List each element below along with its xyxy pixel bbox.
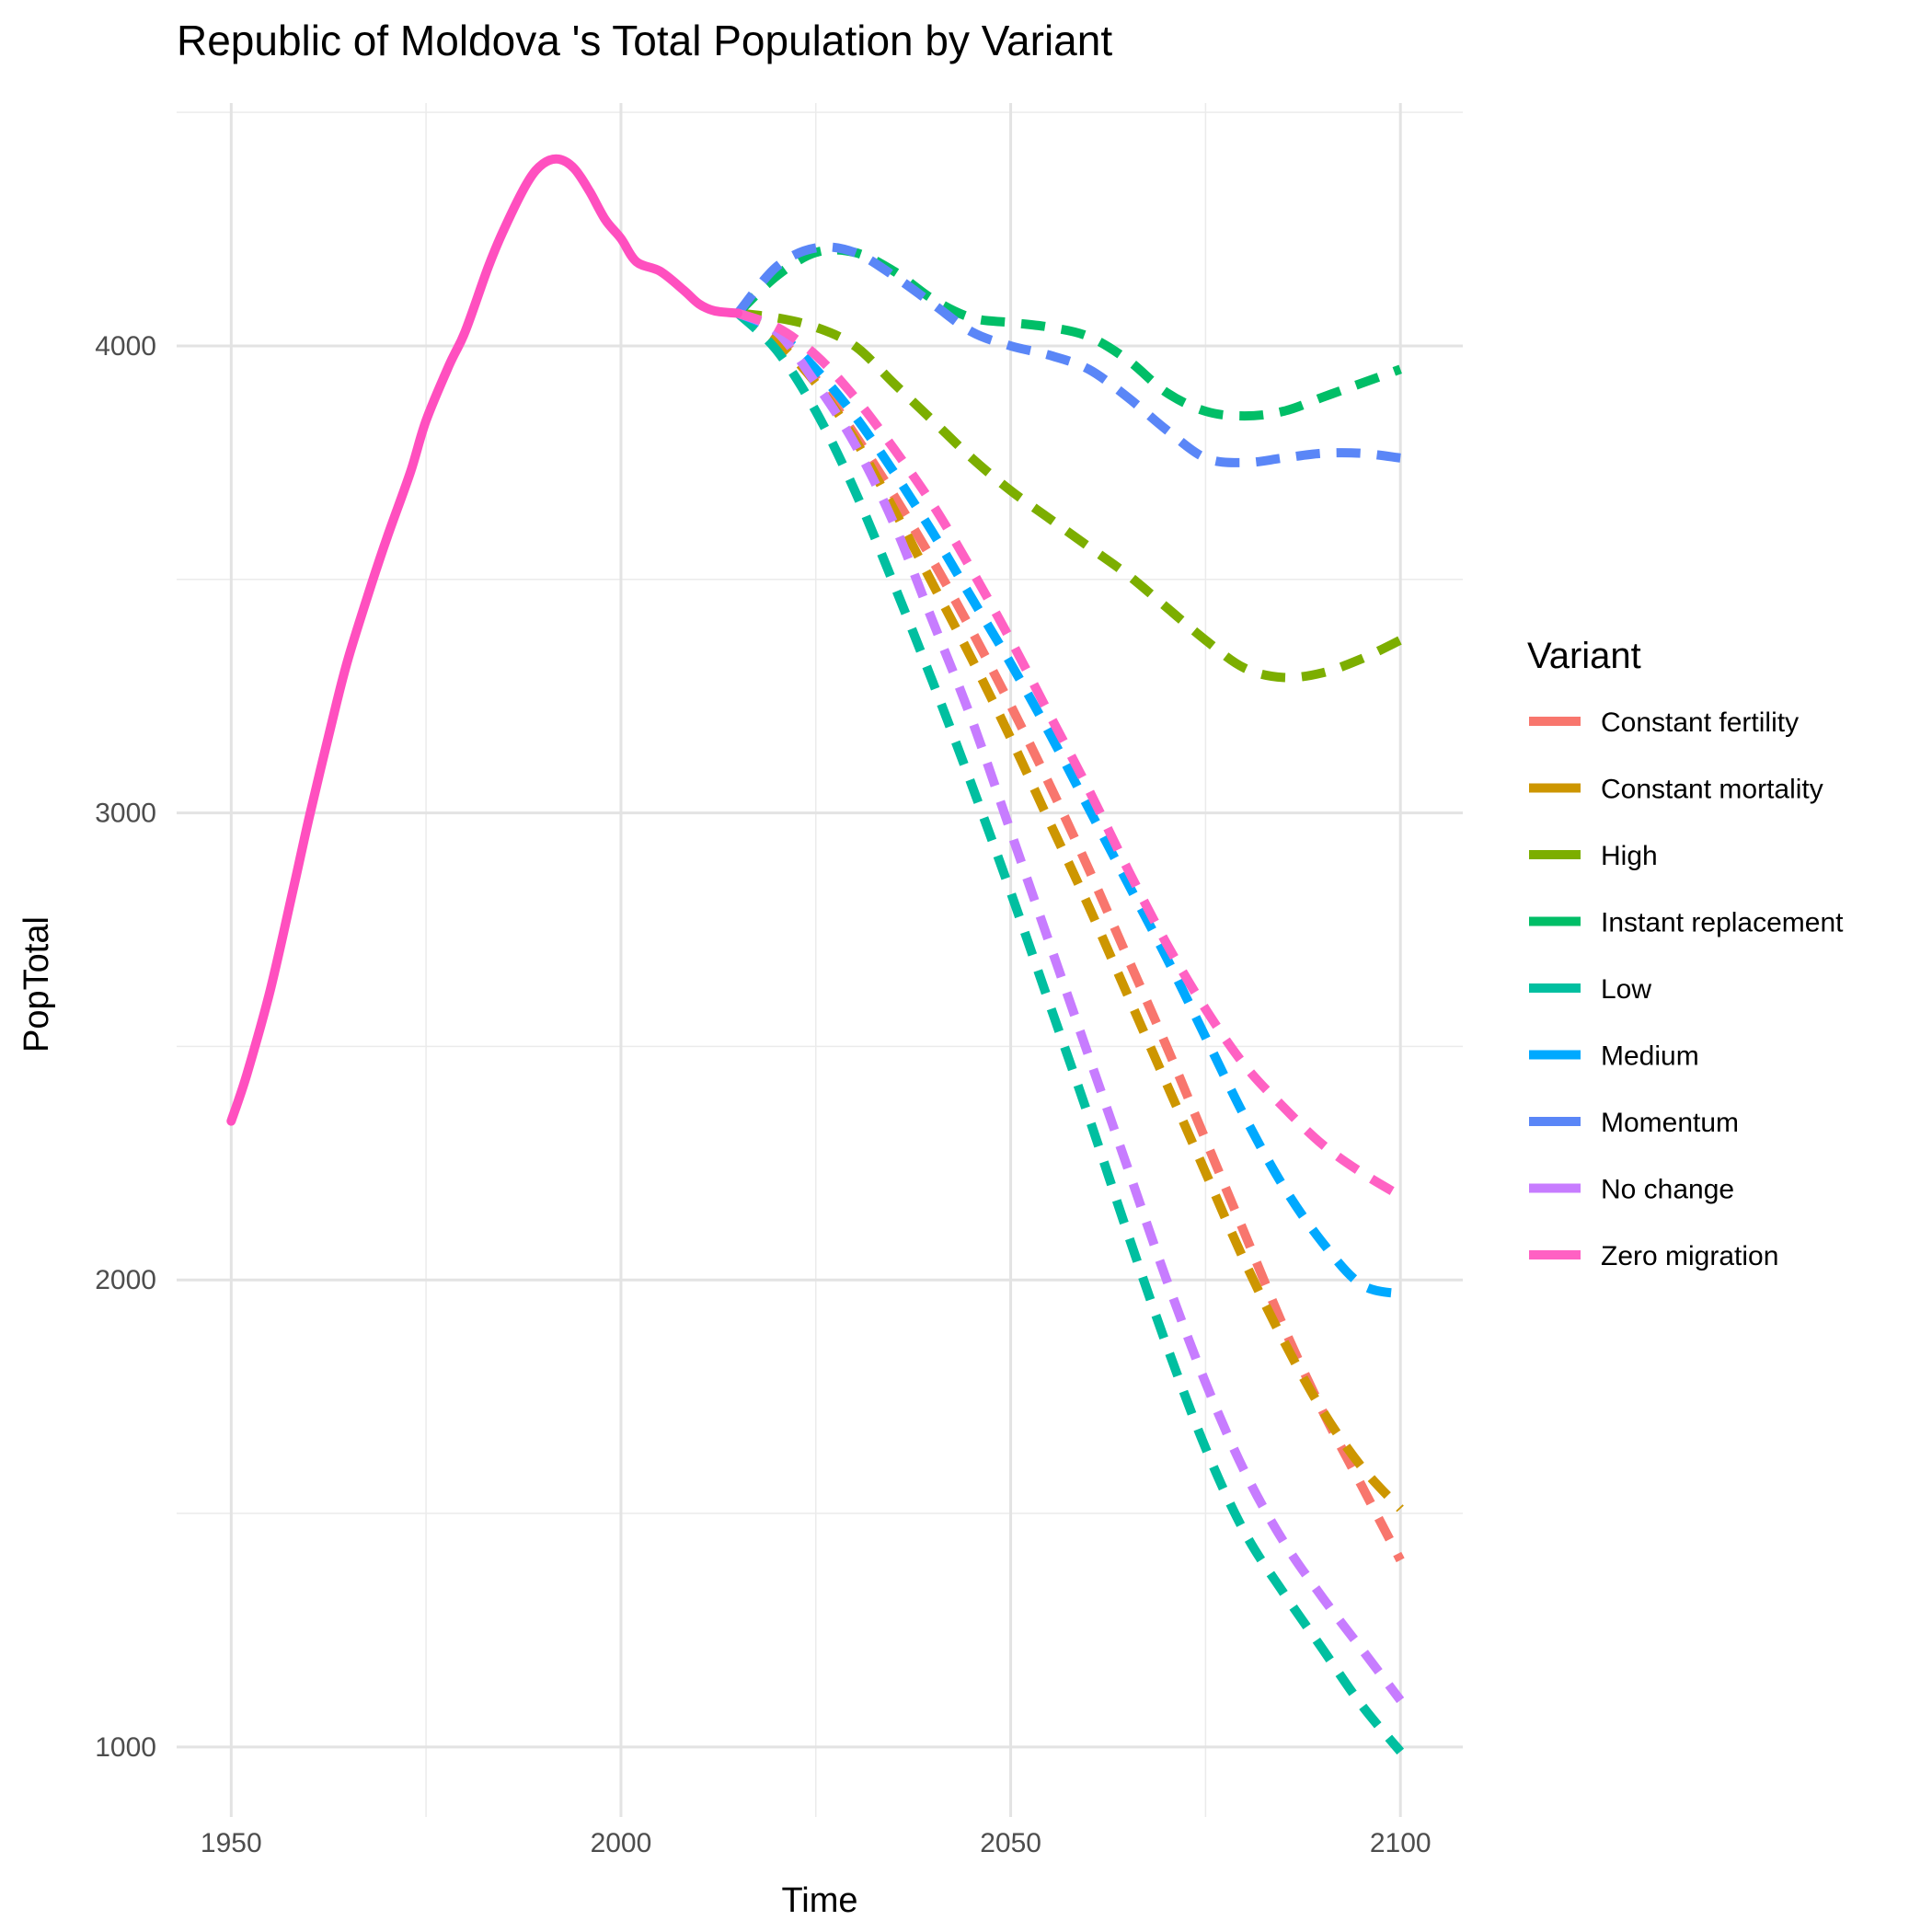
series-line-low (734, 309, 1405, 1755)
series-line-momentum (734, 242, 1401, 467)
series-line-high (737, 308, 1403, 683)
legend-label: Constant fertility (1601, 707, 1799, 738)
legend-label: Medium (1601, 1041, 1699, 1072)
axis-ticks: 1950 2000 2050 2100 1000 2000 3000 4000 (95, 331, 1431, 1858)
series-line-medium (735, 308, 1402, 1299)
legend-label: No change (1601, 1175, 1734, 1205)
series-lines (226, 154, 1405, 1755)
y-tick-label: 2000 (95, 1265, 156, 1295)
x-tick-label: 2100 (1370, 1828, 1432, 1858)
legend-label: Momentum (1601, 1108, 1739, 1138)
x-tick-label: 2050 (980, 1828, 1041, 1858)
y-axis-title: PopTotal (17, 916, 56, 1052)
x-tick-label: 2000 (591, 1828, 652, 1858)
historical-line (226, 154, 742, 1126)
y-tick-label: 3000 (95, 799, 156, 829)
chart-title: Republic of Moldova 's Total Population … (177, 17, 1112, 64)
legend-label: Zero migration (1601, 1241, 1778, 1271)
y-tick-label: 4000 (95, 331, 156, 362)
series-line-constant-mortality (735, 309, 1404, 1512)
legend-label: Instant replacement (1601, 908, 1844, 938)
x-axis-title: Time (781, 1881, 857, 1920)
legend-label: High (1601, 841, 1658, 871)
series-line-no-change (735, 308, 1405, 1704)
series-line-constant-fertility (735, 309, 1405, 1563)
legend: Variant Constant fertility Constant morta… (1527, 636, 1844, 1271)
legend-label: Constant mortality (1601, 775, 1823, 805)
y-tick-label: 1000 (95, 1732, 156, 1763)
x-tick-label: 1950 (201, 1828, 262, 1858)
legend-items: Constant fertility Constant mortality High… (1529, 707, 1844, 1271)
legend-label: Low (1601, 974, 1651, 1005)
series-line-zero-migration (736, 308, 1403, 1201)
legend-title: Variant (1527, 636, 1641, 676)
